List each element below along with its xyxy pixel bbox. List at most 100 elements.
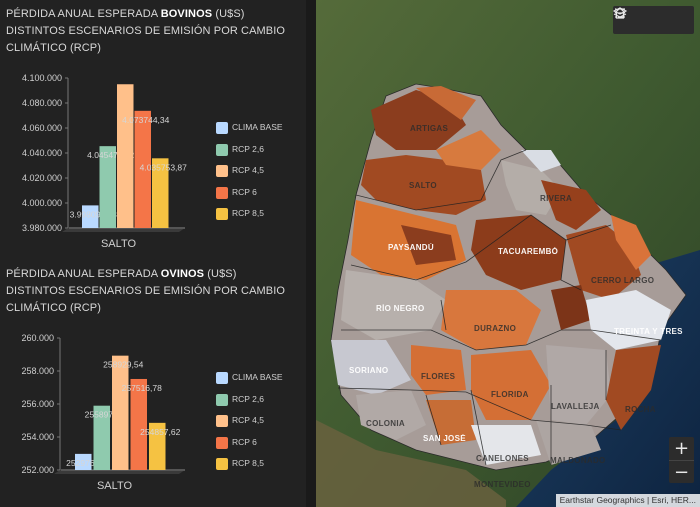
y-tick-label: 256.000 [21, 399, 54, 409]
bovinos-subtitle-1: DISTINTOS ESCENARIOS DE EMISIÓN POR CAMB… [6, 25, 286, 37]
legend-button[interactable] [615, 6, 667, 34]
layers-icon [613, 7, 627, 18]
ovinos-title-prefix: PÉRDIDA ANUAL ESPERADA [6, 268, 161, 280]
legend-swatch [216, 458, 228, 470]
rivera-north-region [521, 150, 561, 172]
map-label-cerro-largo: CERRO LARGO [591, 276, 655, 285]
map-label-tacuarembo: TACUAREMBÓ [498, 247, 559, 256]
paysandu-center-region [401, 225, 456, 265]
legend-label: RCP 2,6 [232, 143, 264, 154]
y-tick-label: 4.080.000 [22, 98, 62, 108]
legend-swatch [216, 165, 228, 177]
map-label-paysandu: PAYSANDÚ [388, 243, 434, 252]
rivera-west-region [501, 160, 561, 215]
y-tick-label: 260.000 [21, 333, 54, 343]
bar-value-label: 252976,66 [66, 458, 106, 468]
zoom-in-button[interactable]: + [673, 438, 690, 459]
ovinos-subtitle-1: DISTINTOS ESCENARIOS DE EMISIÓN POR CAMB… [6, 285, 286, 297]
bovinos-bar-chart: 4.100.000 4.080.000 4.060.000 4.040.000 4.02… [0, 68, 306, 258]
map-label-treinta-y-tres: TREINTA Y TRES [614, 327, 683, 336]
y-tick-label: 3.980.000 [22, 223, 62, 233]
map-label-san-jose: SAN JOSÉ [423, 434, 466, 443]
map-label-rivera: RIVERA [540, 194, 573, 203]
bar[interactable] [99, 146, 117, 228]
ovinos-subtitle-2: CLIMÁTICO (RCP) [6, 302, 101, 314]
ovinos-bar-chart: 260.000 258.000 256.000 254.000 252.000 25297… [0, 330, 306, 507]
bar[interactable] [130, 378, 148, 470]
zoom-control: + − [669, 437, 694, 483]
bovinos-subtitle-2: CLIMÁTICO (RCP) [6, 42, 101, 54]
legend-label: RCP 2,6 [232, 393, 264, 404]
map-label-florida: FLORIDA [491, 390, 529, 399]
durazno-east-region [551, 285, 591, 330]
bar[interactable] [117, 84, 134, 228]
y-tick-label: 4.020.000 [22, 173, 62, 183]
map-attribution: Earthstar Geographics | Esri, HER... [555, 494, 700, 507]
san-jose-region [426, 400, 476, 445]
colonia-region [356, 390, 426, 440]
map-toolbar [613, 6, 694, 34]
map-canvas [316, 0, 700, 507]
rocha-region [606, 345, 661, 430]
bar[interactable] [112, 355, 129, 470]
legend-swatch [216, 143, 228, 156]
legend-swatch [216, 186, 228, 199]
artigas-east-region [416, 86, 476, 120]
legend-swatch [216, 208, 228, 220]
chart-panel: PÉRDIDA ANUAL ESPERADA BOVINOS (U$S) DIS… [0, 0, 306, 507]
x-category-label: SALTO [97, 480, 132, 492]
map-label-lavalleja: LAVALLEJA [551, 402, 600, 411]
salto-region [361, 155, 486, 215]
legend-swatch [216, 372, 228, 384]
department-borders [337, 149, 662, 466]
legend-label: RCP 6 [232, 186, 257, 197]
legend-swatch [216, 436, 228, 449]
bar[interactable] [152, 158, 169, 228]
bar-value-label: 257516,78 [122, 383, 162, 393]
map-label-salto: SALTO [409, 181, 437, 190]
y-tick-label: 252.000 [21, 465, 54, 475]
legend-label: RCP 6 [232, 436, 257, 447]
bovinos-title-prefix: PÉRDIDA ANUAL ESPERADA [6, 8, 161, 20]
legend-swatch [216, 393, 228, 406]
bar-value-label: 4.035753,87 [140, 162, 188, 172]
map-label-maldonado: MALDONADO [550, 456, 606, 465]
map-label-flores: FLORES [421, 372, 456, 381]
rio-de-la-plata [316, 420, 506, 507]
legend-label: CLIMA BASE [232, 372, 283, 382]
zoom-out-button[interactable]: − [669, 460, 694, 483]
lavalleja-region [546, 345, 611, 425]
bar-value-label: 4.073744,34 [122, 115, 170, 125]
durazno-region [441, 290, 541, 350]
map-label-durazno: DURAZNO [474, 324, 517, 333]
legend-swatch [216, 122, 228, 134]
map-view[interactable]: ARTIGAS SALTO RIVERA PAYSANDÚ TACUAREMBÓ… [316, 0, 700, 507]
bar[interactable] [82, 205, 99, 228]
bovinos-chart-svg: 4.100.000 4.080.000 4.060.000 4.040.000 4.02… [22, 73, 188, 250]
bovinos-title-suffix: (U$S) [212, 8, 245, 20]
x-category-label: SALTO [101, 238, 136, 250]
legend-label: RCP 8,5 [232, 458, 264, 468]
bar[interactable] [134, 110, 152, 228]
bovinos-title: PÉRDIDA ANUAL ESPERADA BOVINOS (U$S) [6, 6, 245, 23]
map-label-canelones: CANELONES [476, 454, 529, 463]
bar[interactable] [75, 453, 92, 470]
y-tick-label: 4.000.000 [22, 198, 62, 208]
legend-label: RCP 4,5 [232, 415, 264, 425]
layers-button[interactable] [613, 6, 694, 34]
map-label-colonia: COLONIA [366, 419, 405, 428]
bar[interactable] [93, 405, 111, 470]
ovinos-title: PÉRDIDA ANUAL ESPERADA OVINOS (U$S) [6, 266, 237, 283]
y-tick-label: 4.060.000 [22, 123, 62, 133]
treinta-y-tres-region [586, 290, 671, 350]
bar[interactable] [149, 422, 166, 470]
rio-negro-region [341, 270, 446, 340]
bar-value-label: 254857,62 [140, 427, 180, 437]
bar-value-label: 4.045476,02 [87, 150, 135, 160]
legend-swatch [216, 415, 228, 427]
y-tick-label: 4.040.000 [22, 148, 62, 158]
y-tick-label: 4.100.000 [22, 73, 62, 83]
legend-label: RCP 8,5 [232, 208, 264, 218]
map-label-rocha: ROCHA [625, 405, 656, 414]
tacuarembo-region [471, 215, 566, 290]
